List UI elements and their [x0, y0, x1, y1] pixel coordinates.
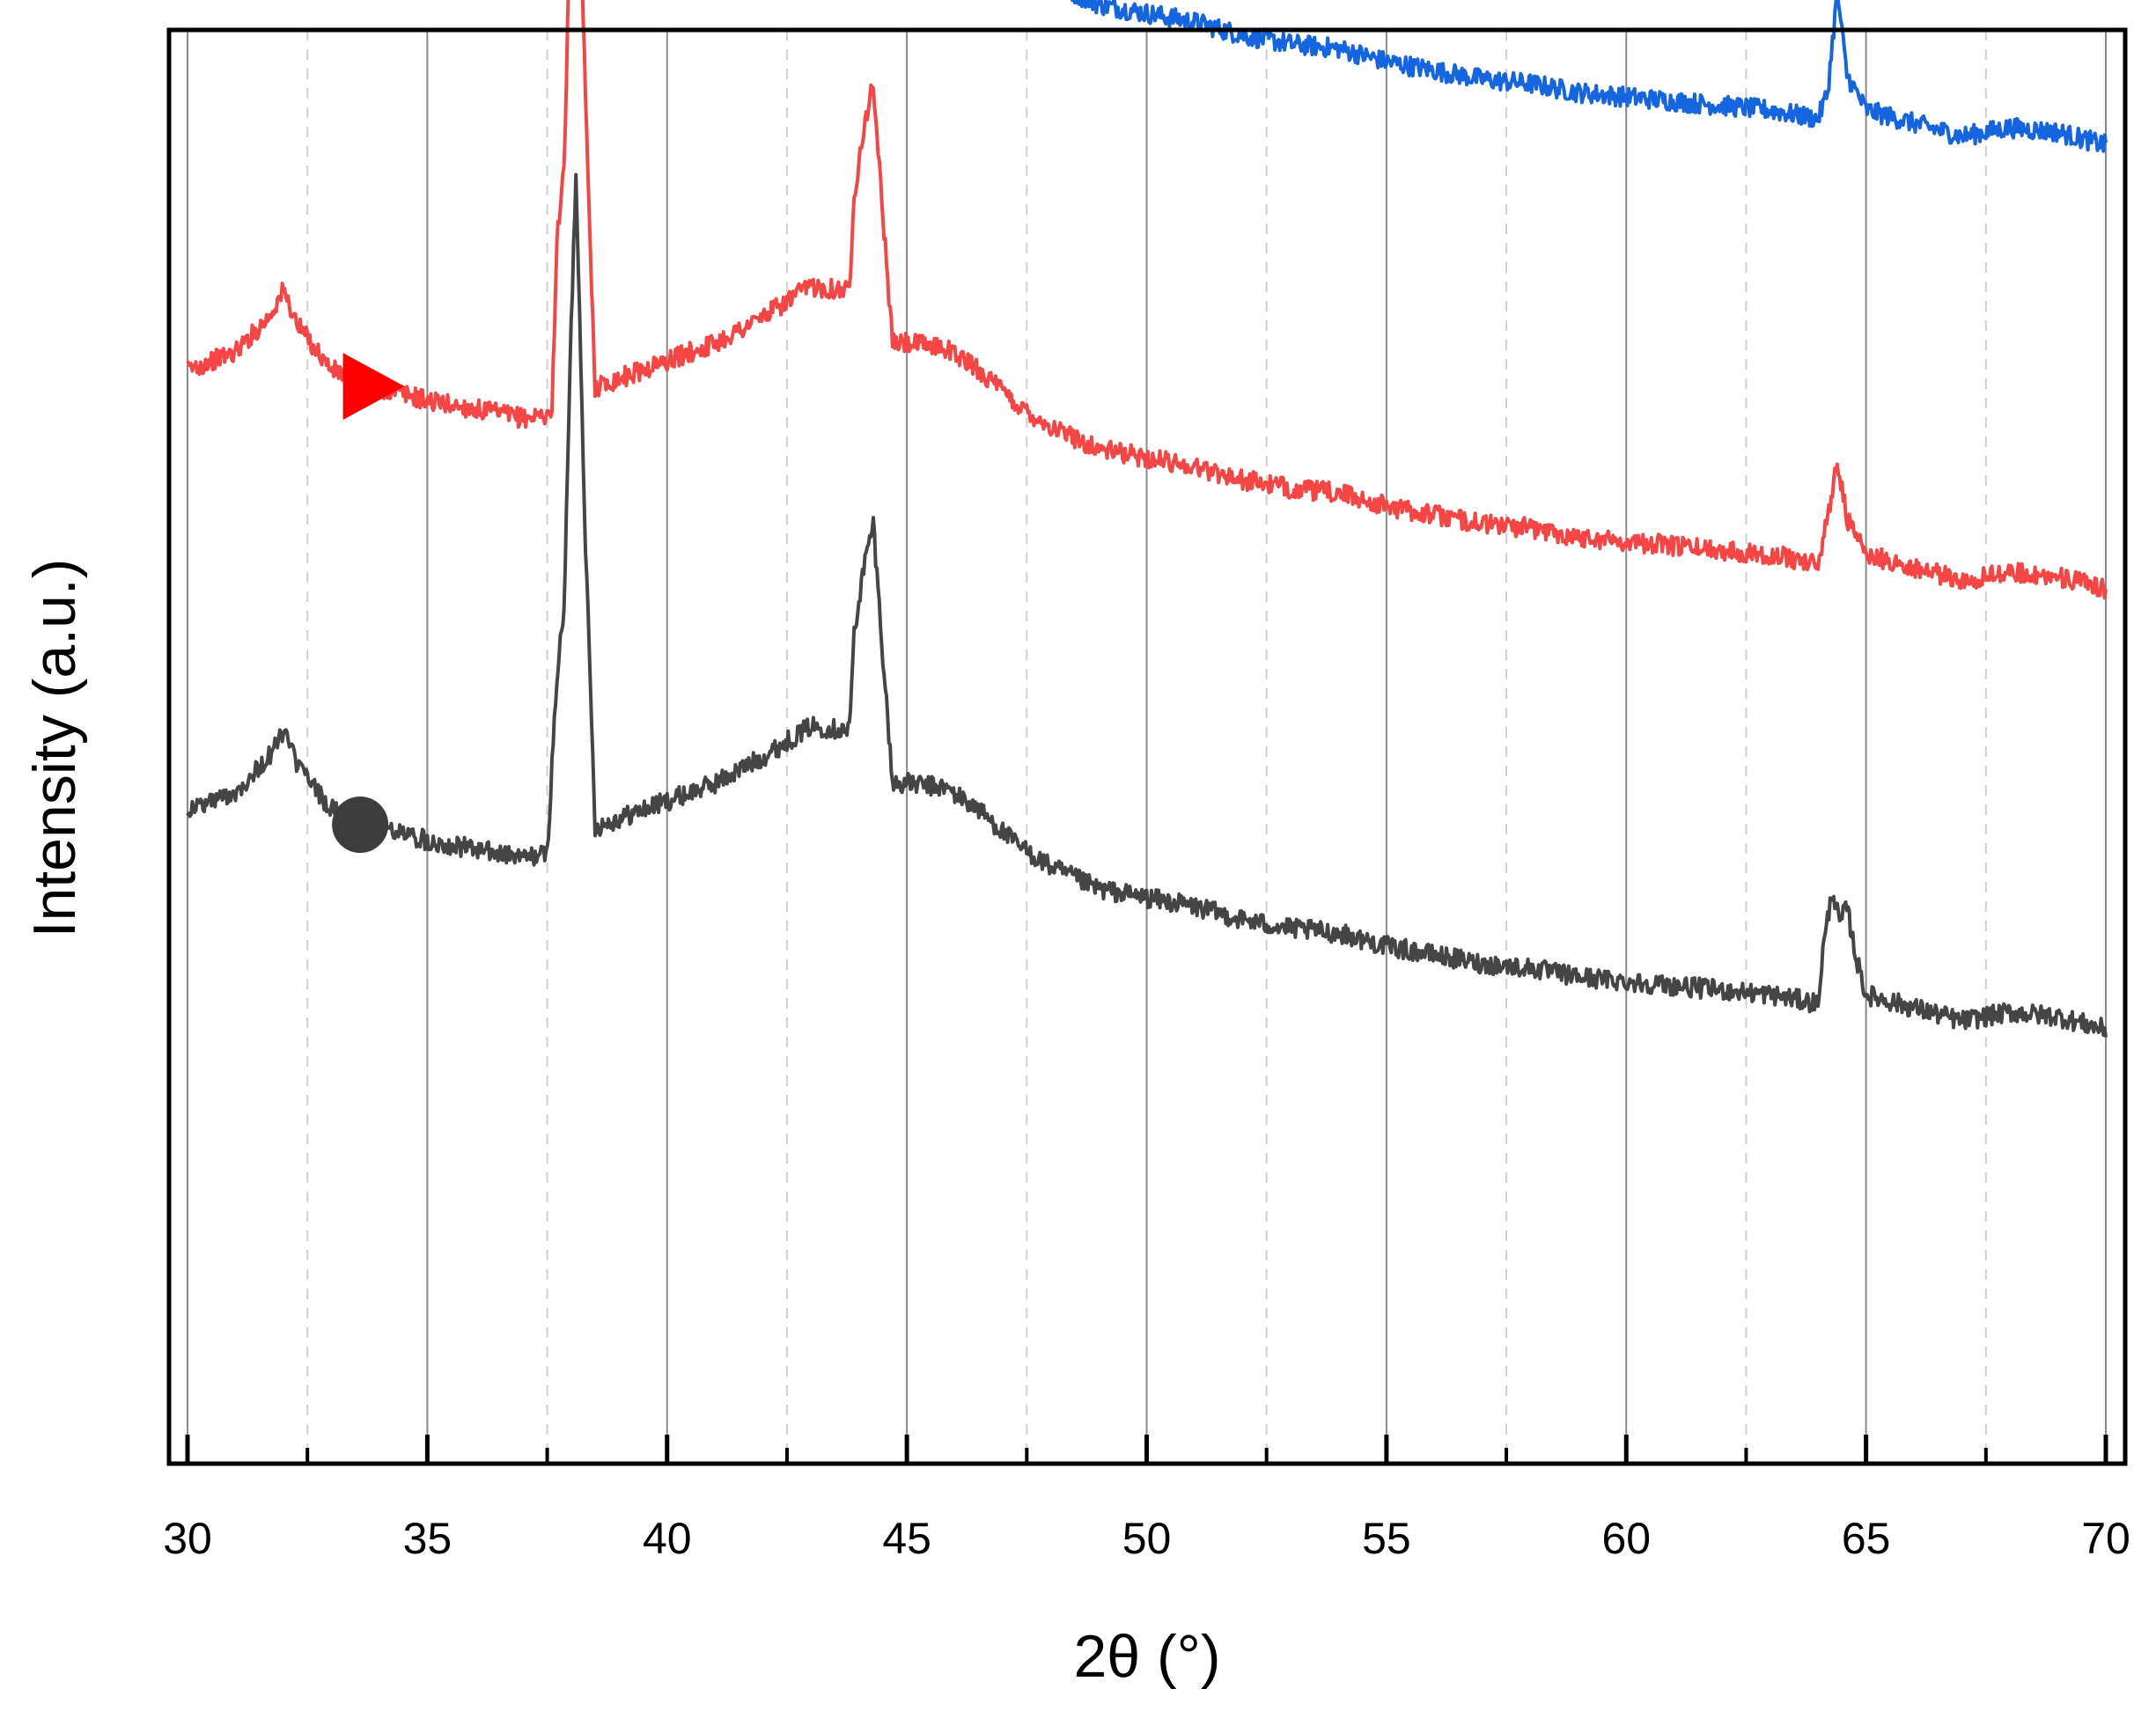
- x-tick-label: 45: [882, 1514, 931, 1563]
- series-line: [186, 0, 2108, 600]
- series-group: [186, 0, 2108, 1038]
- x-tick-label: 30: [163, 1514, 212, 1563]
- series-line: [186, 173, 2108, 1038]
- series-marker-triangle: [342, 353, 405, 420]
- x-tick-label: 40: [643, 1514, 692, 1563]
- x-tick-label: 55: [1362, 1514, 1411, 1563]
- x-axis-ticks: [185, 1435, 2108, 1464]
- x-axis-title: 2θ (°): [1073, 1623, 1220, 1690]
- y-axis-title: Intensity (a.u.): [21, 559, 88, 938]
- series-marker-circle: [332, 797, 389, 853]
- series-markers: [332, 353, 405, 853]
- x-tick-label: 60: [1601, 1514, 1651, 1563]
- x-tick-label: 65: [1842, 1514, 1891, 1563]
- x-tick-labels: 30 35 40 45 50 55 60 65 70: [163, 1514, 2130, 1563]
- x-tick-label: 70: [2081, 1514, 2130, 1563]
- x-tick-label: 35: [403, 1514, 453, 1563]
- series-line: [1071, 0, 2108, 153]
- x-tick-label: 50: [1122, 1514, 1172, 1563]
- grid-lines: [187, 30, 2107, 1464]
